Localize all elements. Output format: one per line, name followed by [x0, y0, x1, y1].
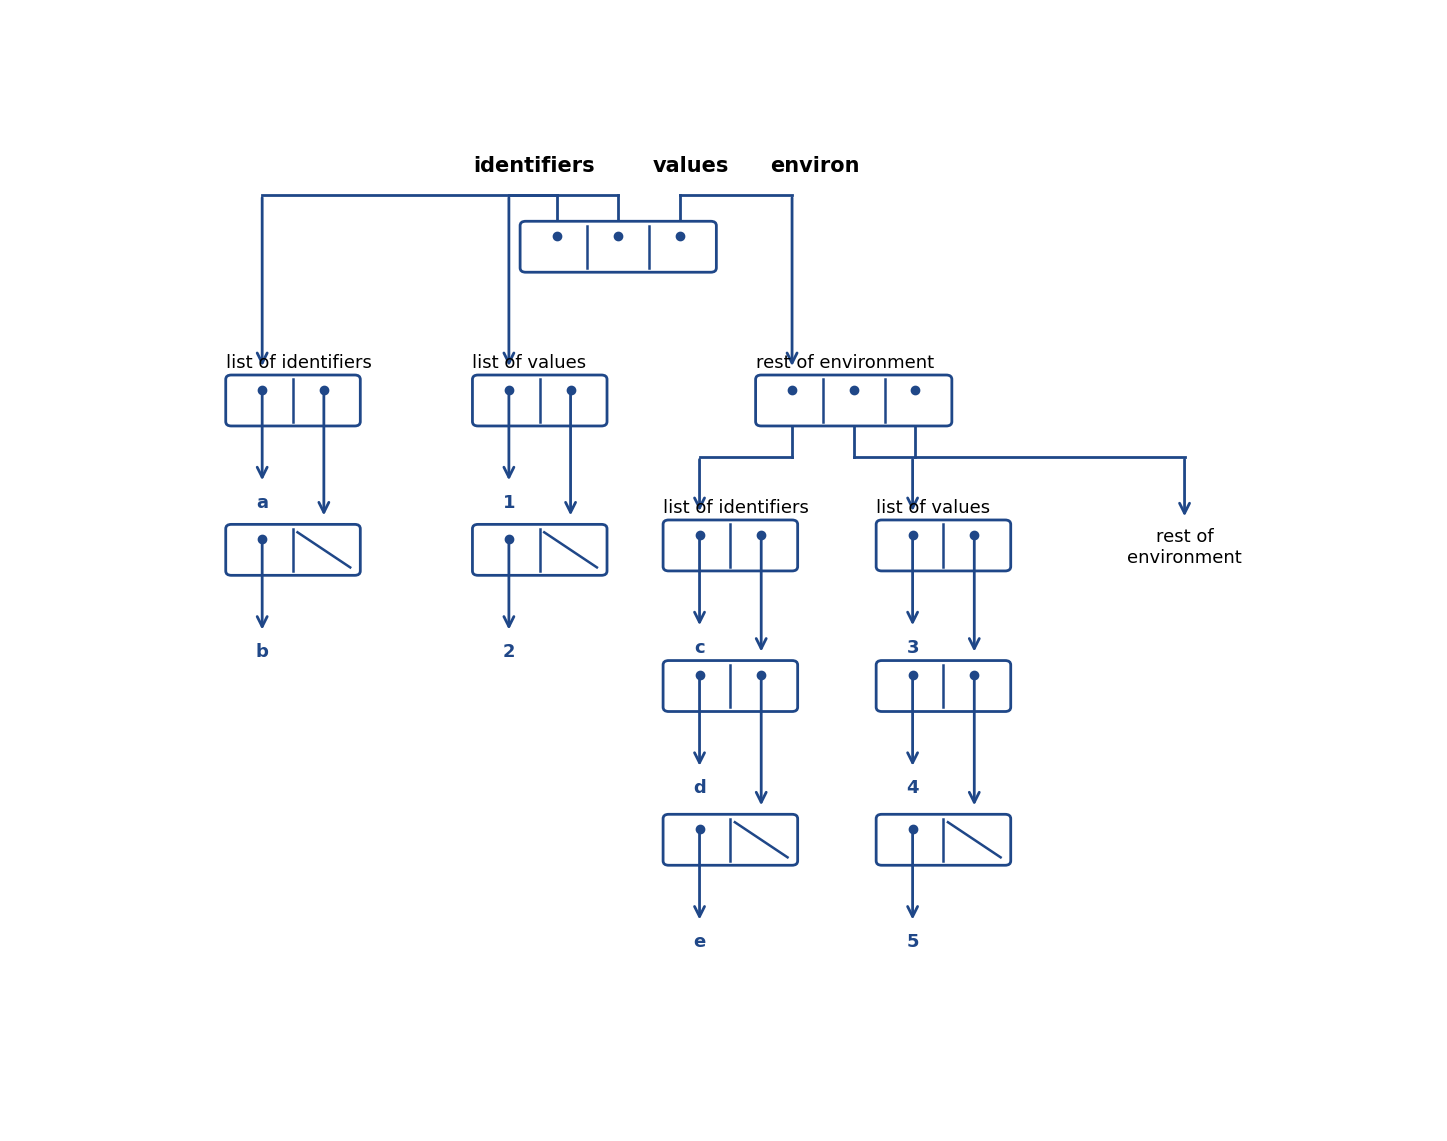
Text: list of identifiers: list of identifiers	[663, 500, 809, 517]
Text: c: c	[695, 639, 705, 656]
Text: 2: 2	[502, 644, 515, 661]
FancyBboxPatch shape	[472, 375, 606, 426]
FancyBboxPatch shape	[663, 661, 797, 712]
Text: b: b	[256, 644, 269, 661]
FancyBboxPatch shape	[875, 520, 1010, 570]
Text: 5: 5	[906, 933, 919, 950]
Text: 3: 3	[906, 639, 919, 656]
FancyBboxPatch shape	[663, 520, 797, 570]
FancyBboxPatch shape	[226, 525, 360, 575]
FancyBboxPatch shape	[519, 221, 716, 273]
Text: d: d	[693, 779, 706, 798]
Text: 4: 4	[906, 779, 919, 798]
Text: list of values: list of values	[875, 500, 990, 517]
Text: values: values	[653, 156, 729, 177]
FancyBboxPatch shape	[226, 375, 360, 426]
Text: rest of environment: rest of environment	[755, 355, 933, 372]
Text: list of values: list of values	[472, 355, 586, 372]
Text: 1: 1	[502, 494, 515, 511]
FancyBboxPatch shape	[472, 525, 606, 575]
FancyBboxPatch shape	[663, 815, 797, 865]
FancyBboxPatch shape	[875, 815, 1010, 865]
FancyBboxPatch shape	[875, 661, 1010, 712]
Text: rest of
environment: rest of environment	[1127, 528, 1242, 567]
Text: list of identifiers: list of identifiers	[226, 355, 372, 372]
Text: identifiers: identifiers	[473, 156, 595, 177]
Text: e: e	[693, 933, 706, 950]
FancyBboxPatch shape	[755, 375, 952, 426]
Text: a: a	[256, 494, 268, 511]
Text: environ: environ	[770, 156, 860, 177]
